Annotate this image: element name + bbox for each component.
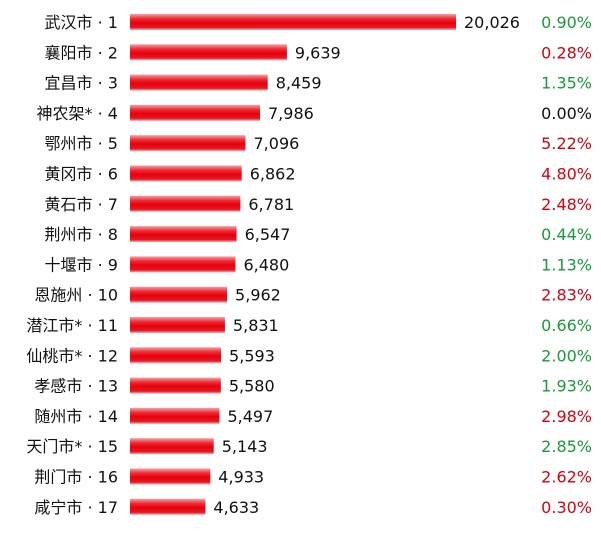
bar-2 <box>130 44 287 61</box>
percent-label-13: 1.93% <box>541 377 592 396</box>
category-label-9: 十堰市 · 9 <box>45 255 118 274</box>
percent-label-10: 2.83% <box>541 286 592 305</box>
category-label-12: 仙桃市* · 12 <box>26 346 118 365</box>
bar-9 <box>130 256 236 273</box>
category-label-17: 咸宁市 · 17 <box>34 498 118 517</box>
value-label-1: 20,026 <box>464 13 520 32</box>
value-label-12: 5,593 <box>229 346 275 365</box>
percent-label-8: 0.44% <box>541 225 592 244</box>
bar-11 <box>130 317 225 333</box>
value-label-9: 6,480 <box>243 255 289 274</box>
category-label-11: 潜江市* · 11 <box>26 316 118 335</box>
bar-14 <box>130 407 220 424</box>
category-label-7: 黄石市 · 7 <box>45 195 118 214</box>
percent-label-9: 1.13% <box>541 255 592 274</box>
value-labels: 20,026 9,639 8,459 7,986 7,096 6,862 6,781 6,54… <box>213 13 520 517</box>
value-label-11: 5,831 <box>233 316 279 335</box>
value-label-16: 4,933 <box>218 468 264 487</box>
percent-label-11: 0.66% <box>541 316 592 335</box>
bar-8 <box>130 226 237 243</box>
value-label-7: 6,781 <box>248 195 294 214</box>
bar-6 <box>130 165 242 182</box>
category-labels: 武汉市 · 1 襄阳市 · 2 宜昌市 · 3 神农架* · 4 鄂州市 · 5 黄冈市 … <box>26 13 118 517</box>
percent-label-16: 2.62% <box>541 468 592 487</box>
category-label-1: 武汉市 · 1 <box>45 13 118 32</box>
bar-12 <box>130 347 222 364</box>
bar-17 <box>130 498 206 515</box>
value-label-4: 7,986 <box>268 104 314 123</box>
category-label-16: 荆门市 · 16 <box>34 468 118 487</box>
value-label-2: 9,639 <box>295 43 341 62</box>
value-label-3: 8,459 <box>276 74 322 93</box>
bar-5 <box>130 135 246 152</box>
percent-label-3: 1.35% <box>541 74 592 93</box>
bar-15 <box>130 438 214 455</box>
value-label-5: 7,096 <box>254 134 300 153</box>
bar-3 <box>130 74 268 91</box>
value-label-17: 4,633 <box>213 498 259 517</box>
bar-4 <box>130 104 261 121</box>
category-label-5: 鄂州市 · 5 <box>45 134 118 153</box>
category-label-15: 天门市* · 15 <box>26 437 118 456</box>
bar-10 <box>130 286 228 303</box>
value-label-14: 5,497 <box>227 407 273 426</box>
category-label-2: 襄阳市 · 2 <box>45 43 118 62</box>
category-label-14: 随州市 · 14 <box>34 407 118 426</box>
bar-1 <box>130 14 456 30</box>
value-label-6: 6,862 <box>250 165 296 184</box>
percent-label-7: 2.48% <box>541 195 592 214</box>
value-label-8: 6,547 <box>245 225 291 244</box>
bar-16 <box>130 468 211 485</box>
value-label-13: 5,580 <box>229 377 275 396</box>
percent-label-6: 4.80% <box>541 165 592 184</box>
value-label-15: 5,143 <box>222 437 268 456</box>
percent-label-2: 0.28% <box>541 43 592 62</box>
percent-label-1: 0.90% <box>541 13 592 32</box>
percent-label-17: 0.30% <box>541 498 592 517</box>
percent-label-12: 2.00% <box>541 346 592 365</box>
percent-labels: 0.90% 0.28% 1.35% 0.00% 5.22% 4.80% 2.48% 0.44%… <box>541 13 592 517</box>
percent-label-4: 0.00% <box>541 104 592 123</box>
bar-13 <box>130 377 221 394</box>
value-label-10: 5,962 <box>235 286 281 305</box>
category-label-8: 荆州市 · 8 <box>45 225 118 244</box>
category-label-10: 恩施州 · 10 <box>34 286 118 305</box>
percent-label-14: 2.98% <box>541 407 592 426</box>
category-label-6: 黄冈市 · 6 <box>45 165 118 184</box>
bar-7 <box>130 195 241 212</box>
category-label-4: 神农架* · 4 <box>37 104 118 123</box>
percent-label-5: 5.22% <box>541 134 592 153</box>
category-label-13: 孝感市 · 13 <box>34 377 118 396</box>
percent-label-15: 2.85% <box>541 437 592 456</box>
category-label-3: 宜昌市 · 3 <box>45 74 118 93</box>
bars-group <box>130 14 456 515</box>
